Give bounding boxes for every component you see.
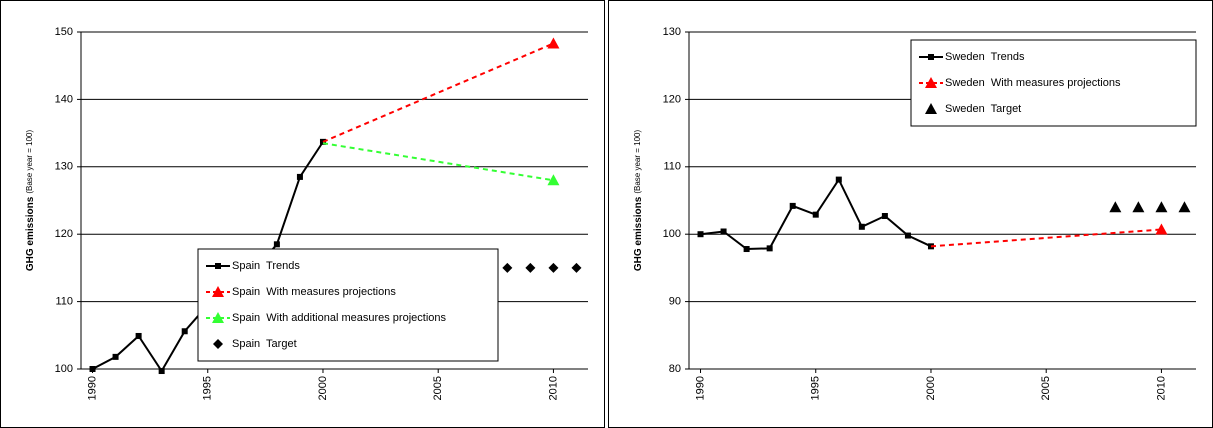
x-tick-label: 2010	[1155, 376, 1167, 400]
marker	[904, 232, 911, 239]
marker	[548, 262, 559, 273]
marker	[158, 368, 165, 375]
legend-label: Sweden Target	[945, 103, 1021, 115]
y-tick-label: 130	[55, 161, 73, 173]
marker	[697, 231, 704, 238]
marker	[743, 246, 750, 253]
legend: Sweden Trends Sweden With measures projec…	[910, 39, 1197, 127]
y-tick-label: 90	[669, 296, 681, 308]
marker	[928, 54, 934, 60]
marker	[858, 223, 865, 230]
chart-panel: 80 90 100 110 120 130 1990 1995 2000 2005 2010 GHG …	[608, 0, 1213, 428]
y-tick-label: 120	[663, 93, 681, 105]
y-axis-label: GHG emissions (Base year = 100)	[25, 130, 36, 272]
marker	[215, 263, 221, 269]
x-tick-label: 2000	[317, 376, 329, 400]
marker	[212, 312, 224, 323]
legend-box	[197, 248, 499, 362]
marker	[181, 328, 188, 335]
legend-label: Sweden With measures projections	[945, 77, 1121, 89]
marker	[1109, 201, 1122, 213]
x-tick-label: 2005	[432, 376, 444, 400]
y-tick-label: 130	[663, 26, 681, 38]
marker	[296, 173, 303, 180]
marker	[273, 241, 280, 248]
marker	[571, 262, 582, 273]
marker	[502, 262, 513, 273]
x-tick-label: 1995	[202, 376, 214, 400]
y-tick-label: 120	[55, 228, 73, 240]
x-tick-label: 1990	[694, 376, 706, 400]
y-tick-label: 150	[55, 26, 73, 38]
series-line	[322, 142, 554, 182]
marker	[112, 353, 119, 360]
y-tick-label: 100	[55, 363, 73, 375]
y-axis-note: (Base year = 100)	[25, 130, 34, 194]
legend-box	[910, 39, 1197, 127]
marker	[720, 228, 727, 235]
y-tick-label: 80	[669, 363, 681, 375]
marker	[525, 262, 536, 273]
marker	[835, 176, 842, 183]
marker	[547, 174, 560, 186]
marker	[1155, 201, 1168, 213]
marker	[89, 366, 96, 372]
x-tick-label: 1990	[86, 376, 98, 400]
marker	[1132, 201, 1145, 213]
marker	[135, 332, 142, 339]
marker	[547, 37, 560, 49]
marker	[789, 202, 796, 209]
marker	[1178, 201, 1191, 213]
legend: Spain Trends Spain With measures projecti…	[197, 248, 499, 362]
x-tick-label: 2005	[1040, 376, 1052, 400]
marker	[766, 245, 773, 252]
y-tick-label: 100	[663, 228, 681, 240]
marker	[212, 286, 224, 297]
legend-label: Sweden Trends	[945, 51, 1025, 63]
y-axis-note: (Base year = 100)	[633, 130, 642, 194]
marker	[925, 77, 937, 88]
y-tick-label: 140	[55, 93, 73, 105]
marker	[925, 103, 937, 114]
x-tick-label: 1995	[810, 376, 822, 400]
chart-panel: 100 110 120 130 140 150 1990 1995 2000 2005 2010 GH…	[0, 0, 605, 428]
y-axis-title: GHG emissions	[633, 196, 644, 271]
marker	[812, 211, 819, 218]
x-tick-label: 2010	[547, 376, 559, 400]
y-axis-label: GHG emissions (Base year = 100)	[633, 130, 644, 272]
legend-label: Spain Target	[232, 338, 297, 350]
y-axis-title: GHG emissions	[25, 196, 36, 271]
panel-border	[0, 0, 605, 428]
legend-label: Spain Trends	[232, 260, 300, 272]
y-tick-label: 110	[663, 161, 681, 173]
series-line	[322, 42, 554, 143]
marker	[881, 213, 888, 220]
marker	[1155, 223, 1168, 235]
x-tick-label: 2000	[925, 376, 937, 400]
legend-label: Spain With measures projections	[232, 286, 396, 298]
y-tick-label: 110	[55, 296, 73, 308]
series-line	[930, 228, 1162, 248]
marker	[213, 339, 223, 349]
legend-label: Spain With additional measures projectio…	[232, 312, 447, 324]
